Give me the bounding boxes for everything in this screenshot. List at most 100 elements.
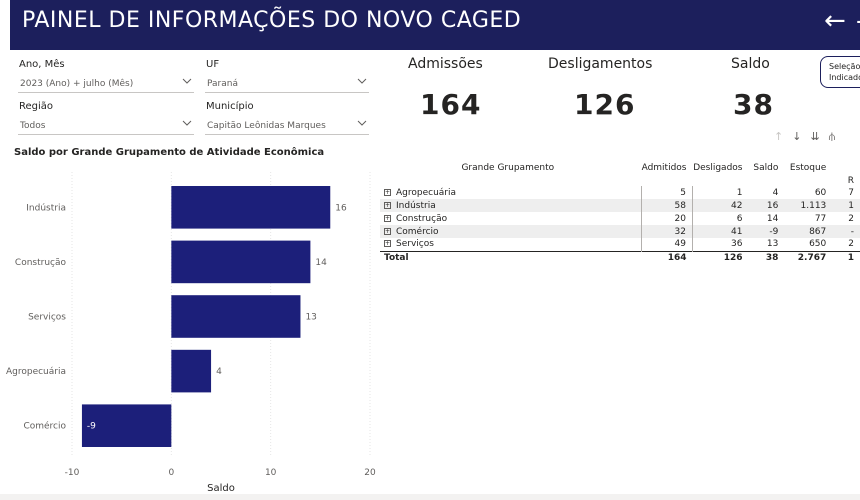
visual-header-icons: ↑ ↓ ⇊ ⫛ bbox=[774, 130, 844, 144]
table-row[interactable]: + Comércio 32 41 -9 867- bbox=[380, 225, 860, 238]
row-name-cell[interactable]: + Indústria bbox=[380, 199, 643, 212]
desligamentos-label: Desligamentos bbox=[548, 56, 653, 72]
data-label: -9 bbox=[87, 422, 96, 432]
expand-all-icon[interactable]: ⫛ bbox=[828, 130, 836, 143]
desligamentos-value: 126 bbox=[574, 88, 636, 121]
table-row[interactable]: + Serviços 49 36 13 650 2 bbox=[380, 238, 860, 251]
cell-extra: 7 bbox=[832, 186, 860, 199]
x-tick-label: 20 bbox=[364, 468, 376, 478]
total-desligados: 126 bbox=[692, 250, 749, 264]
admissoes-value: 164 bbox=[420, 88, 482, 121]
col-header-desligados[interactable]: Desligados bbox=[693, 163, 743, 173]
row-name: Comércio bbox=[396, 226, 439, 237]
total-admitidos: 164 bbox=[641, 250, 693, 264]
chevron-down-icon bbox=[182, 78, 192, 84]
cell-estoque: 650 bbox=[784, 238, 833, 251]
cell-estoque: 867 bbox=[784, 225, 833, 238]
cell-desligados: 6 bbox=[692, 212, 749, 225]
footer-strip bbox=[0, 494, 860, 500]
category-label: Comércio bbox=[23, 421, 66, 432]
total-saldo: 38 bbox=[748, 250, 785, 264]
col-header-r[interactable]: R bbox=[847, 176, 854, 186]
data-label: 16 bbox=[335, 203, 347, 213]
table-row[interactable]: + Indústria 58 42 16 1.113 1 bbox=[380, 199, 860, 212]
col-header-grupamento[interactable]: Grande Grupamento bbox=[461, 163, 555, 173]
table-header-row: Grande Grupamento Admitidos Desligados S… bbox=[380, 150, 860, 186]
cell-desligados: 42 bbox=[692, 199, 749, 212]
selecao-indicador-button[interactable]: Seleção Indicado bbox=[820, 56, 860, 88]
data-label: 4 bbox=[216, 367, 222, 377]
uf-dropdown[interactable]: Paraná bbox=[205, 76, 369, 93]
saldo-bar-chart: -10 0 10 20 Indústria 16 Construção 14 Serviços 1… bbox=[6, 172, 376, 494]
header-bar: PAINEL DE INFORMAÇÕES DO NOVO CAGED ← - bbox=[10, 0, 860, 50]
cell-desligados: 1 bbox=[692, 186, 749, 199]
cell-extra: 1 bbox=[832, 199, 860, 212]
row-name: Serviços bbox=[396, 239, 434, 250]
expand-plus-icon[interactable]: + bbox=[384, 214, 391, 222]
row-name: Indústria bbox=[396, 200, 436, 211]
col-header-estoque[interactable]: Estoque bbox=[789, 163, 827, 173]
regiao-value: Todos bbox=[20, 121, 46, 131]
filter-label-ano-mes: Ano, Mês bbox=[19, 59, 65, 70]
filter-label-regiao: Região bbox=[19, 101, 54, 112]
total-extra: 1 bbox=[832, 250, 860, 264]
chart-title: Saldo por Grande Grupamento de Atividade… bbox=[14, 147, 325, 158]
table-row[interactable]: + Construção 20 6 14 77 2 bbox=[380, 212, 860, 225]
chevron-down-icon bbox=[182, 120, 192, 126]
row-name: Construção bbox=[396, 213, 448, 224]
cell-desligados: 41 bbox=[692, 225, 749, 238]
cell-extra: 2 bbox=[832, 212, 860, 225]
cell-extra: 2 bbox=[832, 238, 860, 251]
row-name: Agropecuária bbox=[396, 187, 457, 198]
expand-next-level-icon[interactable]: ⇊ bbox=[810, 130, 820, 143]
category-label: Serviços bbox=[28, 313, 66, 323]
admissoes-label: Admissões bbox=[408, 56, 483, 72]
row-name-cell[interactable]: + Agropecuária bbox=[380, 186, 643, 199]
cell-extra: - bbox=[832, 225, 860, 238]
selecao-line2: Indicado bbox=[829, 73, 860, 82]
regiao-dropdown[interactable]: Todos bbox=[18, 118, 194, 135]
table-total-row: Total 164 126 38 2.767 1 bbox=[380, 250, 860, 264]
category-label: Indústria bbox=[26, 203, 66, 213]
minimize-icon[interactable]: - bbox=[856, 6, 860, 36]
chevron-down-icon bbox=[357, 120, 367, 126]
expand-plus-icon[interactable]: + bbox=[384, 201, 391, 209]
ano-mes-dropdown[interactable]: 2023 (Ano) + julho (Mês) bbox=[18, 76, 194, 93]
filter-label-municipio: Município bbox=[206, 101, 254, 112]
table-row[interactable]: + Agropecuária 5 1 4 60 7 bbox=[380, 186, 860, 199]
x-tick-label: -10 bbox=[65, 468, 80, 478]
data-label: 13 bbox=[305, 313, 316, 323]
col-header-admitidos[interactable]: Admitidos bbox=[641, 163, 687, 173]
expand-plus-icon[interactable]: + bbox=[384, 227, 391, 235]
row-name-cell[interactable]: + Construção bbox=[380, 212, 643, 225]
bar bbox=[171, 186, 331, 229]
col-header-saldo[interactable]: Saldo bbox=[753, 163, 779, 173]
grupamento-matrix-table: Grande Grupamento Admitidos Desligados S… bbox=[380, 150, 860, 264]
cell-estoque: 1.113 bbox=[784, 199, 833, 212]
cell-admitidos: 49 bbox=[641, 238, 693, 251]
row-name-cell[interactable]: + Serviços bbox=[380, 238, 643, 251]
cell-saldo: 16 bbox=[748, 199, 785, 212]
cell-admitidos: 20 bbox=[641, 212, 693, 225]
drill-up-icon[interactable]: ↑ bbox=[774, 130, 784, 143]
drill-down-icon[interactable]: ↓ bbox=[792, 130, 802, 143]
total-name: Total bbox=[380, 250, 642, 264]
cell-admitidos: 5 bbox=[641, 186, 693, 199]
filter-label-uf: UF bbox=[206, 59, 220, 70]
cell-estoque: 60 bbox=[784, 186, 833, 199]
cell-admitidos: 58 bbox=[641, 199, 693, 212]
municipio-dropdown[interactable]: Capitão Leônidas Marques bbox=[205, 118, 369, 135]
municipio-value: Capitão Leônidas Marques bbox=[207, 121, 326, 131]
ano-mes-value: 2023 (Ano) + julho (Mês) bbox=[20, 79, 134, 89]
row-name-cell[interactable]: + Comércio bbox=[380, 225, 643, 238]
page-title: PAINEL DE INFORMAÇÕES DO NOVO CAGED bbox=[22, 8, 522, 33]
cell-saldo: -9 bbox=[748, 225, 785, 238]
cell-estoque: 77 bbox=[784, 212, 833, 225]
x-axis-label: Saldo bbox=[207, 483, 235, 494]
cell-desligados: 36 bbox=[692, 238, 749, 251]
expand-plus-icon[interactable]: + bbox=[384, 188, 391, 196]
back-arrow-icon[interactable]: ← bbox=[824, 6, 846, 36]
cell-saldo: 14 bbox=[748, 212, 785, 225]
saldo-value: 38 bbox=[733, 88, 774, 121]
expand-plus-icon[interactable]: + bbox=[384, 240, 391, 248]
